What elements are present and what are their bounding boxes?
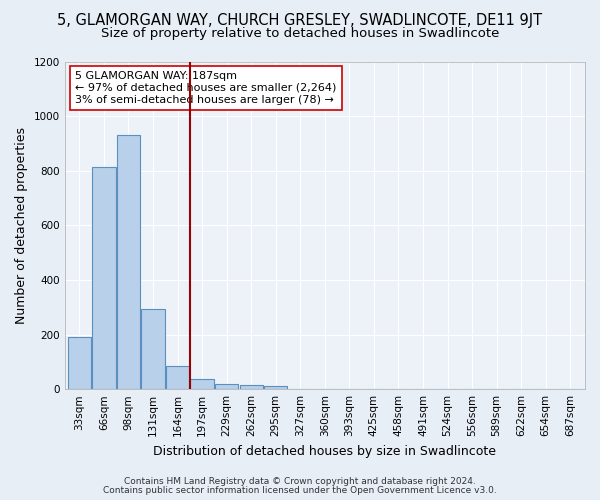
Bar: [117, 135, 140, 389]
Bar: [215, 384, 238, 389]
Text: Contains public sector information licensed under the Open Government Licence v3: Contains public sector information licen…: [103, 486, 497, 495]
Bar: [190, 379, 214, 389]
Bar: [68, 338, 91, 389]
Bar: [92, 166, 116, 389]
Bar: [264, 386, 287, 389]
X-axis label: Distribution of detached houses by size in Swadlincote: Distribution of detached houses by size …: [154, 444, 496, 458]
Text: Size of property relative to detached houses in Swadlincote: Size of property relative to detached ho…: [101, 28, 499, 40]
Y-axis label: Number of detached properties: Number of detached properties: [15, 127, 28, 324]
Text: 5, GLAMORGAN WAY, CHURCH GRESLEY, SWADLINCOTE, DE11 9JT: 5, GLAMORGAN WAY, CHURCH GRESLEY, SWADLI…: [58, 12, 542, 28]
Text: 5 GLAMORGAN WAY: 187sqm
← 97% of detached houses are smaller (2,264)
3% of semi-: 5 GLAMORGAN WAY: 187sqm ← 97% of detache…: [75, 72, 337, 104]
Text: Contains HM Land Registry data © Crown copyright and database right 2024.: Contains HM Land Registry data © Crown c…: [124, 477, 476, 486]
Bar: [166, 366, 189, 389]
Bar: [239, 386, 263, 389]
Bar: [142, 308, 164, 389]
